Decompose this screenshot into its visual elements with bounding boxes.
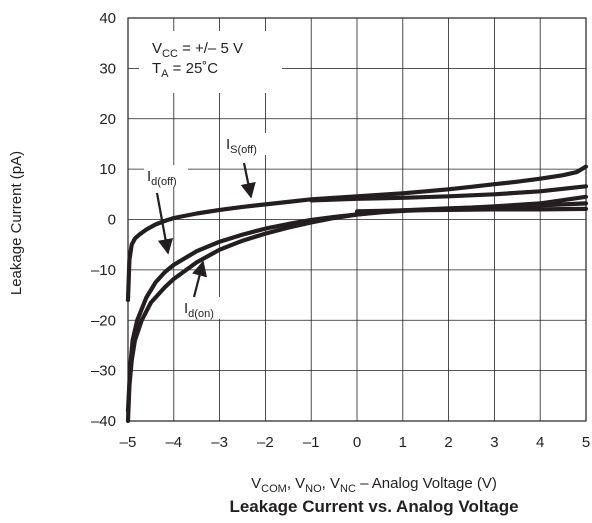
series-line-0	[125, 164, 589, 303]
y-tick-label: 20	[99, 111, 116, 128]
y-axis-label: Leakage Current (pA)	[8, 151, 25, 295]
conditions-background	[139, 31, 282, 93]
annotation-arrow	[155, 192, 174, 255]
plot-frame	[127, 17, 587, 422]
x-axis-label: VCOM​, VNO​, VNC​ – Analog Voltage (V)	[251, 475, 497, 495]
x-tick-label: 2	[444, 434, 452, 451]
x-tick-label: 4	[536, 434, 544, 451]
y-tick-label: 0	[108, 212, 116, 229]
x-tick-label: 1	[399, 434, 407, 451]
conditions-box: VCC​ = +/– 5 VTA​ = 25˚C	[139, 31, 282, 93]
y-tick-label: –40	[91, 413, 116, 430]
x-tick-labels: –5 –4 –3 –2 –1 0 1 2 3 4 5	[120, 434, 591, 451]
condition-text: VCC​ = +/– 5 V	[152, 40, 243, 60]
series-line-3	[309, 184, 589, 203]
x-tick-label: –2	[257, 434, 274, 451]
series-line-4	[354, 206, 589, 214]
series-annotation: IS(off)​	[226, 136, 257, 156]
y-tick-label: 10	[99, 161, 116, 178]
annotation-background	[223, 133, 271, 155]
series-lines	[125, 164, 589, 424]
x-tick-label: –5	[120, 434, 137, 451]
y-tick-label: –20	[91, 312, 116, 329]
x-tick-label: 0	[353, 434, 361, 451]
series-annotation: Id(off)​	[147, 168, 177, 188]
x-tick-label: 3	[490, 434, 498, 451]
y-tick-label: –30	[91, 363, 116, 380]
series-annotation: Id(on)​	[184, 300, 214, 320]
x-tick-label: –4	[165, 434, 182, 451]
y-tick-label: –10	[91, 262, 116, 279]
x-tick-label: –1	[303, 434, 320, 451]
annotation-arrow	[240, 162, 256, 199]
annotation-background	[144, 165, 188, 187]
x-tick-label: –3	[211, 434, 228, 451]
y-tick-label: 40	[99, 10, 116, 27]
y-tick-labels: –40 –30 –20 –10 0 10 20 30 40	[91, 10, 116, 430]
y-tick-label: 30	[99, 60, 116, 77]
chart-title: Leakage Current vs. Analog Voltage	[229, 497, 518, 516]
series-annotations: IS(off)​ Id(off)​ Id(on)​	[144, 133, 271, 320]
annotation-arrow	[192, 260, 208, 298]
condition-text: TA​ = 25˚C	[152, 60, 218, 80]
annotation-background	[181, 297, 225, 319]
x-tick-label: 5	[582, 434, 590, 451]
